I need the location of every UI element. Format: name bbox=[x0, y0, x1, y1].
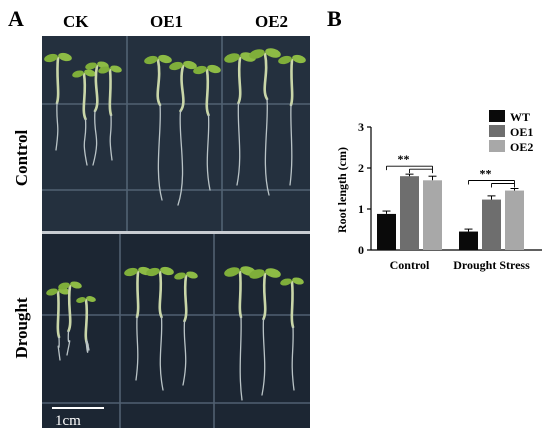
y-axis-label: Root length (cm) bbox=[335, 147, 349, 233]
legend-swatch bbox=[489, 125, 505, 137]
seedling bbox=[169, 60, 197, 206]
error-bars bbox=[382, 173, 519, 232]
x-category-label: Control bbox=[390, 258, 430, 272]
legend-swatch bbox=[489, 140, 505, 152]
legend-item-oe1: OE1 bbox=[489, 125, 533, 139]
seedling bbox=[146, 266, 174, 391]
legend-swatch bbox=[489, 110, 505, 122]
seedling bbox=[58, 281, 82, 356]
panel-b-label: B bbox=[327, 6, 342, 31]
seedling bbox=[278, 54, 306, 186]
seedling bbox=[174, 271, 198, 386]
seedling bbox=[224, 266, 256, 401]
seedling bbox=[193, 64, 221, 191]
significance-markers: ** ** bbox=[386, 152, 515, 188]
y-axis-ticks: 0 1 2 3 bbox=[358, 120, 371, 257]
bar-wt-1 bbox=[459, 231, 478, 250]
significance-label: ** bbox=[398, 152, 410, 166]
significance-bracket-0: ** bbox=[386, 152, 433, 174]
error-bar-oe1-0 bbox=[405, 173, 414, 177]
column-label-oe2: OE2 bbox=[255, 12, 289, 31]
legend-label: OE2 bbox=[510, 140, 533, 154]
seedling bbox=[280, 277, 304, 391]
seedling bbox=[44, 52, 72, 151]
panel-a-label: A bbox=[8, 6, 24, 31]
seedling bbox=[85, 61, 109, 166]
column-label-ck: CK bbox=[63, 12, 89, 31]
bar-wt-0 bbox=[377, 213, 396, 250]
legend-label: OE1 bbox=[510, 125, 533, 139]
y-tick-label: 2 bbox=[358, 161, 364, 175]
seedling bbox=[76, 296, 96, 353]
y-tick-label: 1 bbox=[358, 202, 364, 216]
bar-oe1-1 bbox=[482, 199, 501, 250]
seedling bbox=[144, 54, 172, 201]
error-bar-oe2-0 bbox=[428, 175, 437, 181]
error-bar-oe2-1 bbox=[510, 188, 519, 191]
error-bar-wt-0 bbox=[382, 210, 391, 214]
error-bar-wt-1 bbox=[464, 228, 473, 232]
legend-item-oe2: OE2 bbox=[489, 140, 533, 154]
seedling bbox=[124, 266, 152, 381]
legend-item-wt: WT bbox=[489, 110, 530, 124]
seedling bbox=[249, 48, 281, 196]
bar-oe1-0 bbox=[400, 176, 419, 250]
x-axis-categories: Control Drought Stress bbox=[390, 258, 530, 272]
y-tick-label: 3 bbox=[358, 120, 364, 134]
seedling bbox=[72, 69, 96, 166]
significance-label: ** bbox=[480, 167, 492, 181]
y-tick-label: 0 bbox=[358, 243, 364, 257]
seedling bbox=[224, 52, 256, 186]
bar-oe2-1 bbox=[505, 190, 524, 250]
seedling bbox=[46, 287, 70, 361]
seedling bbox=[98, 65, 122, 161]
bar-oe2-0 bbox=[423, 180, 442, 250]
seedling bbox=[249, 268, 281, 396]
scale-bar-label: 1cm bbox=[55, 413, 81, 429]
error-bar-oe1-1 bbox=[487, 195, 496, 200]
significance-bracket-1: ** bbox=[468, 167, 515, 188]
column-label-oe1: OE1 bbox=[150, 12, 184, 31]
legend-label: WT bbox=[510, 110, 530, 124]
x-category-label: Drought Stress bbox=[453, 258, 530, 272]
bars bbox=[377, 176, 524, 250]
